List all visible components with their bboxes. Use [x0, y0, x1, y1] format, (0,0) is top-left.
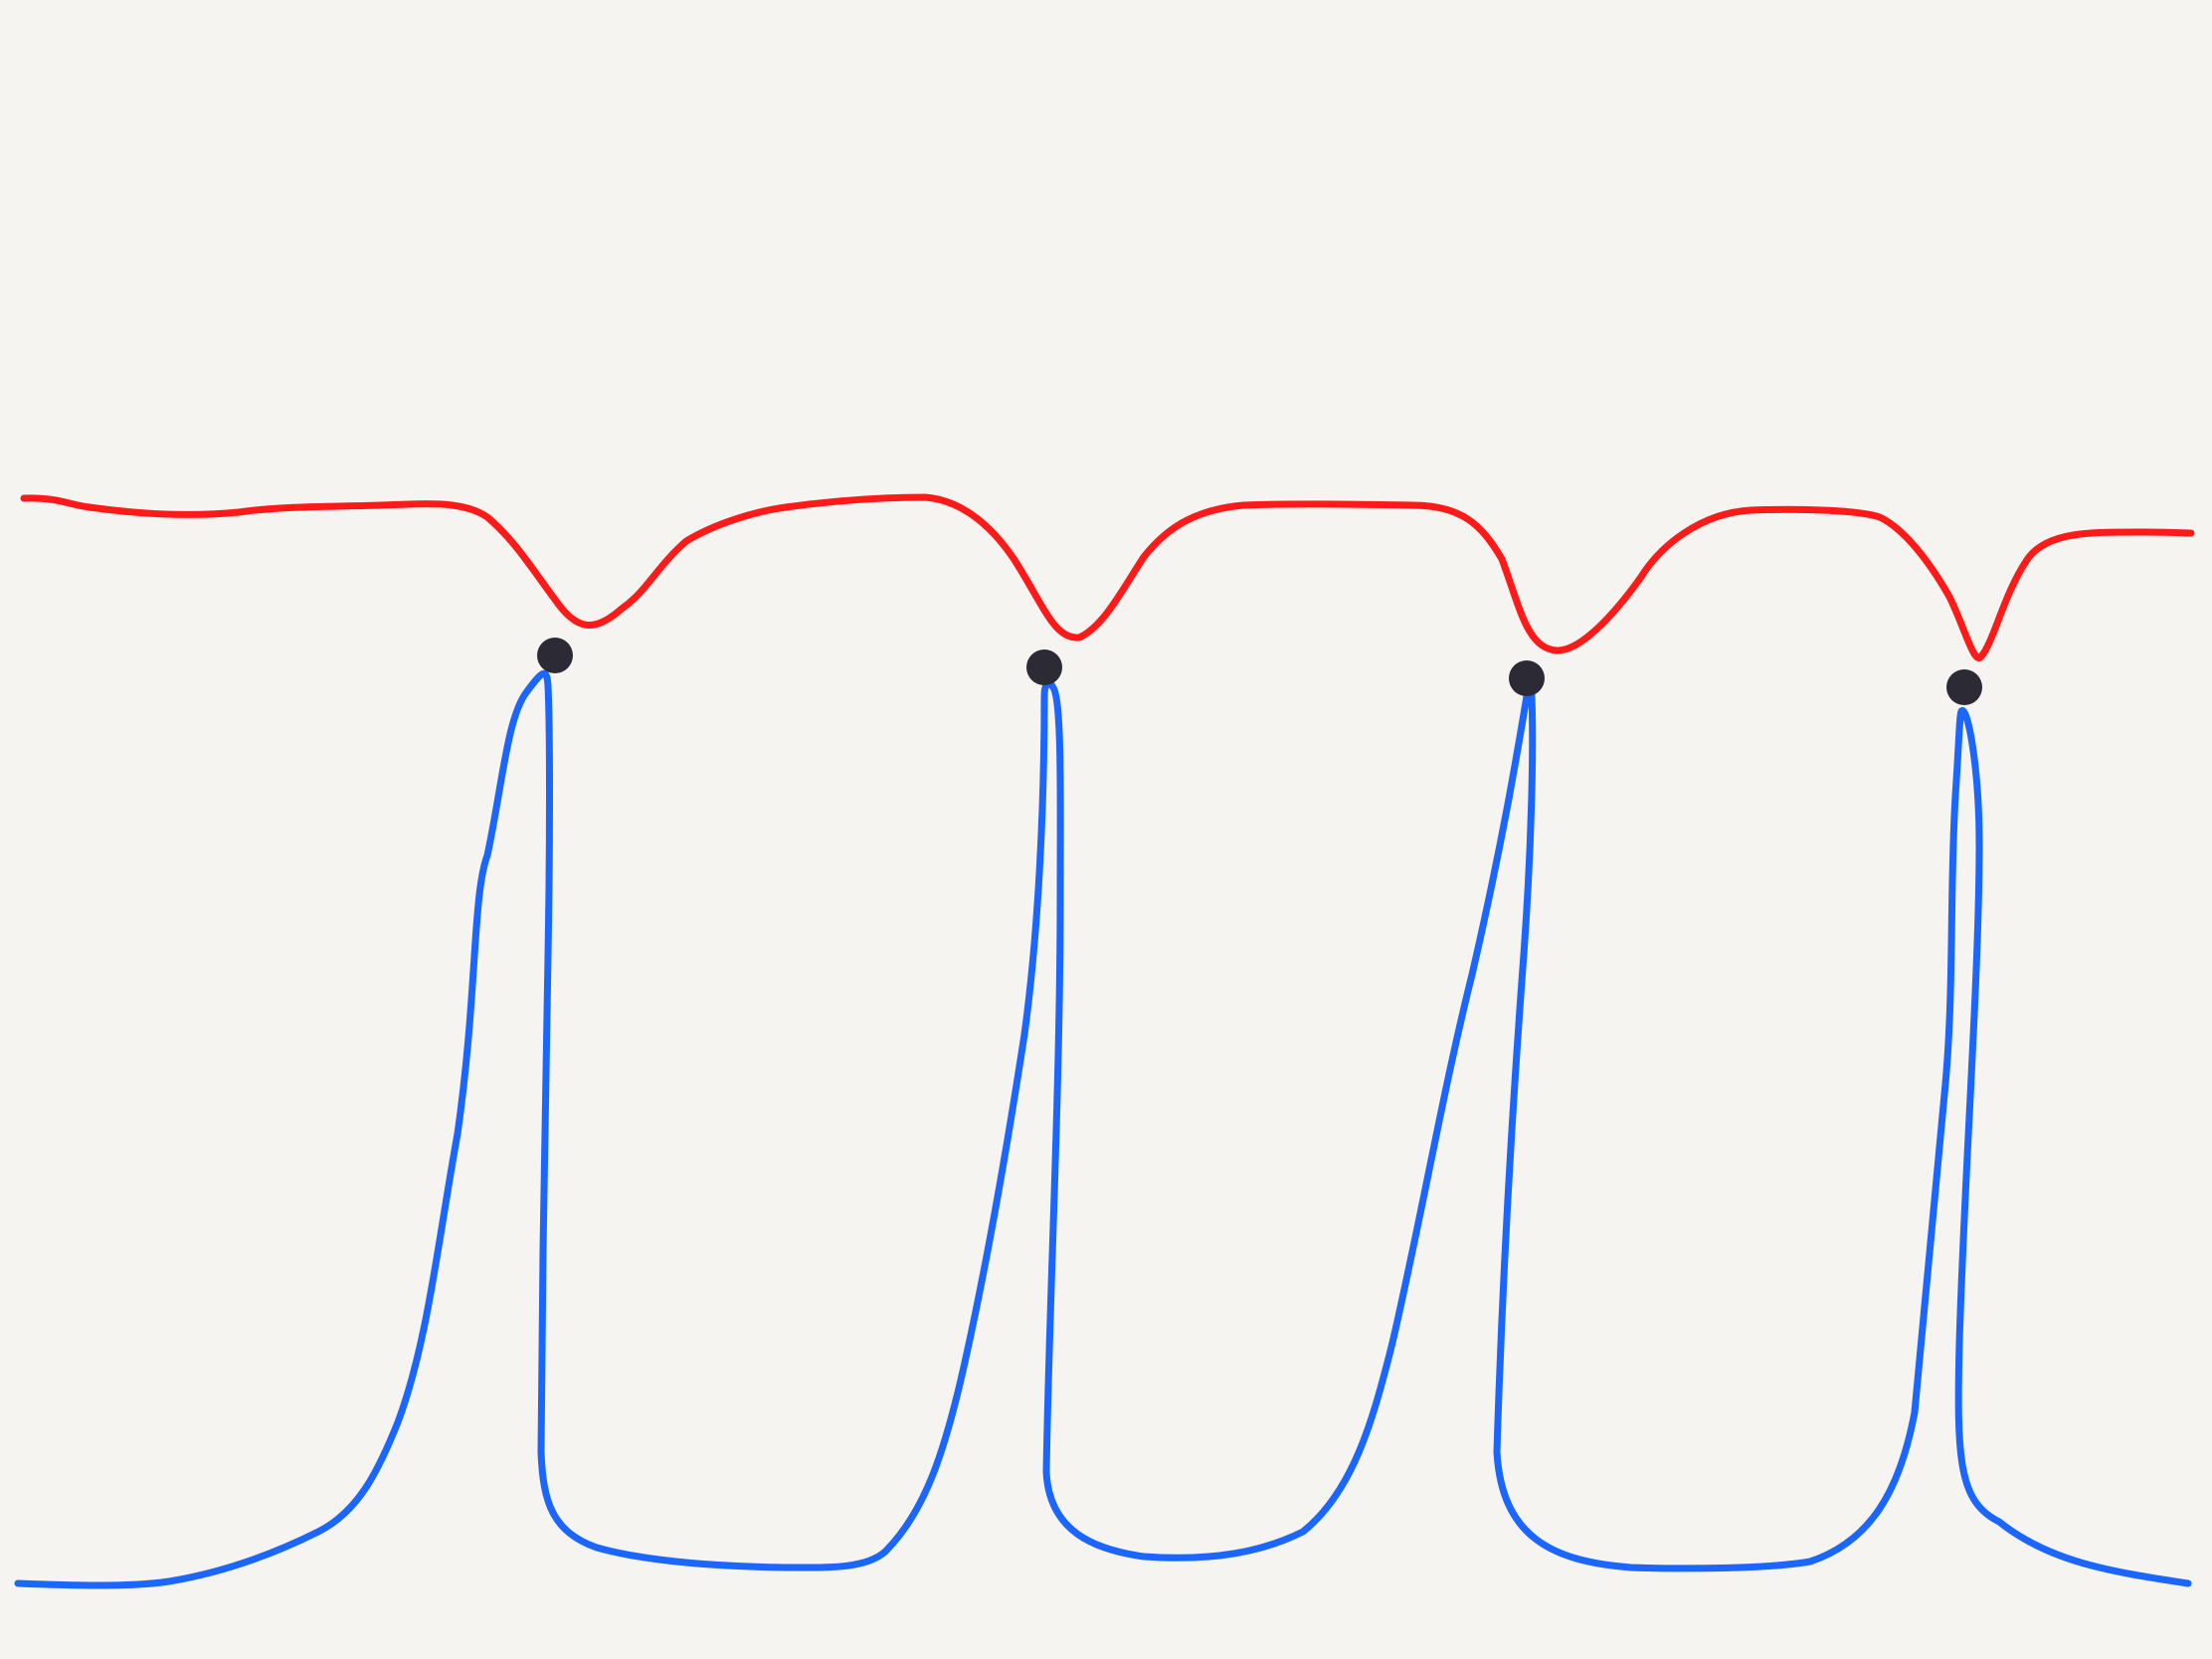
junction-node-2	[1026, 649, 1062, 685]
blue-loop-line	[14, 670, 2192, 1589]
junction-node-1	[537, 638, 573, 673]
red-wave-line	[20, 493, 2195, 662]
junction-node-4	[1946, 669, 1982, 705]
junction-node-3	[1509, 660, 1545, 696]
